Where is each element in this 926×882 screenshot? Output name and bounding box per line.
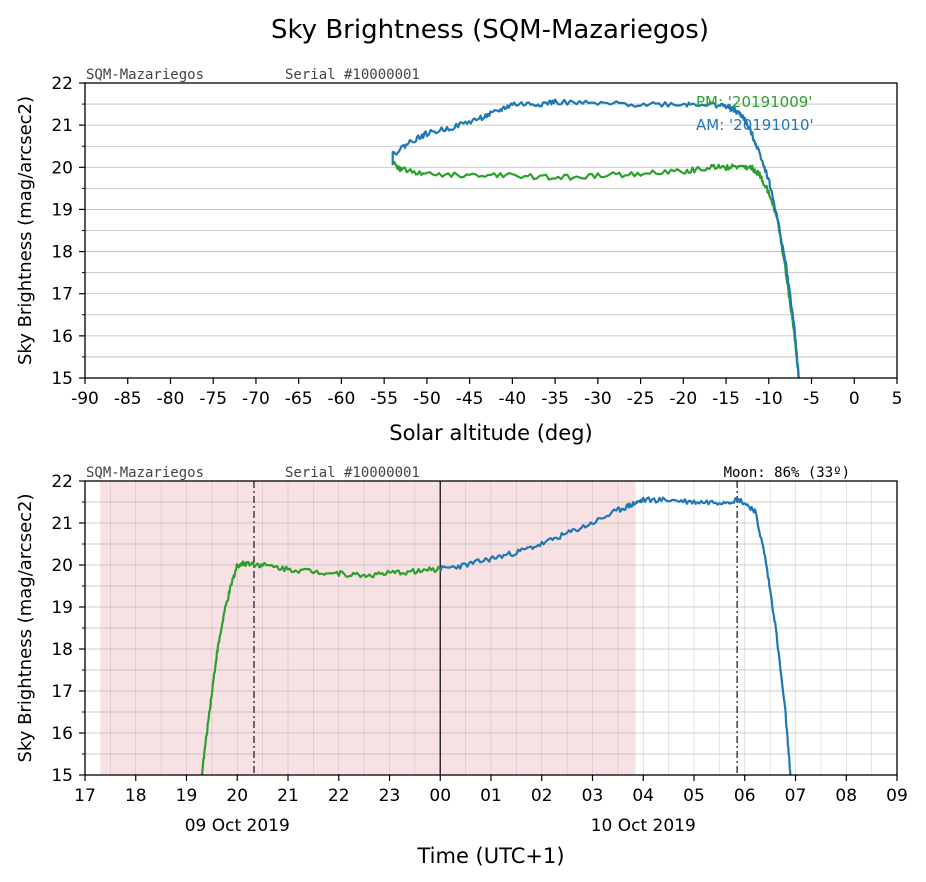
x-tick-label: -35 (541, 389, 569, 409)
legend-am: AM: '20191010' (696, 116, 814, 134)
y-tick-label: 18 (51, 640, 73, 660)
x-tick-label: -30 (584, 389, 612, 409)
x-tick-label: -40 (498, 389, 526, 409)
y-tick-label: 21 (51, 116, 73, 136)
station-label: SQM-Mazariegos (86, 67, 204, 83)
series-line-1 (439, 496, 792, 775)
x-tick-label: 03 (582, 786, 604, 806)
x-tick-label: 22 (328, 786, 350, 806)
x-tick-label: 06 (734, 786, 756, 806)
x-tick-label: 0 (849, 389, 860, 409)
legend-pm: PM: '20191009' (696, 93, 812, 111)
y-tick-label: 21 (51, 514, 73, 534)
y-tick-label: 17 (51, 285, 73, 305)
x-tick-label: 18 (125, 786, 147, 806)
x-tick-label: 07 (785, 786, 807, 806)
x-tick-label: 08 (835, 786, 857, 806)
y-axis-label: Sky Brightness (mag/arcsec2) (15, 493, 36, 762)
x-tick-label: -10 (755, 389, 783, 409)
moon-label: Moon: 86% (33º) (724, 465, 850, 481)
x-tick-label: -80 (157, 389, 185, 409)
x-tick-label: -45 (456, 389, 484, 409)
x-tick-label: 00 (429, 786, 451, 806)
y-tick-label: 17 (51, 682, 73, 702)
y-tick-label: 16 (51, 327, 73, 347)
y-tick-label: 15 (51, 766, 73, 786)
x-tick-label: 23 (379, 786, 401, 806)
y-tick-label: 16 (51, 724, 73, 744)
series-line-0 (200, 560, 442, 775)
station-label: SQM-Mazariegos (86, 465, 204, 481)
x-tick-label: -25 (627, 389, 655, 409)
x-tick-label: 04 (632, 786, 654, 806)
x-tick-label: 17 (74, 786, 96, 806)
y-tick-label: 20 (51, 556, 73, 576)
y-tick-label: 19 (51, 598, 73, 618)
x-tick-label: -20 (669, 389, 697, 409)
x-tick-label: 09 (886, 786, 908, 806)
x-tick-label: -60 (328, 389, 356, 409)
y-tick-label: 22 (51, 74, 73, 94)
x-tick-label: -65 (285, 389, 313, 409)
x-tick-label: -70 (242, 389, 270, 409)
x-tick-label: -85 (114, 389, 142, 409)
y-tick-label: 18 (51, 243, 73, 263)
y-tick-label: 19 (51, 200, 73, 220)
serial-label: Serial #10000001 (285, 465, 420, 481)
x-axis-label: Time (UTC+1) (416, 844, 564, 868)
date-label: 10 Oct 2019 (591, 816, 696, 836)
x-tick-label: -75 (199, 389, 227, 409)
series-line-1 (391, 98, 800, 378)
y-tick-label: 22 (51, 472, 73, 492)
x-tick-label: 5 (892, 389, 903, 409)
y-tick-label: 15 (51, 369, 73, 389)
x-tick-label: -90 (71, 389, 99, 409)
y-tick-label: 20 (51, 158, 73, 178)
serial-label: Serial #10000001 (285, 67, 420, 83)
x-tick-label: 21 (277, 786, 299, 806)
x-tick-label: -55 (370, 389, 398, 409)
x-axis-label: Solar altitude (deg) (389, 421, 592, 445)
figure-title: Sky Brightness (SQM-Mazariegos) (271, 15, 709, 45)
x-tick-label: 05 (683, 786, 705, 806)
x-tick-label: 20 (226, 786, 248, 806)
x-tick-label: -5 (803, 389, 820, 409)
x-tick-label: -50 (413, 389, 441, 409)
x-tick-label: 19 (176, 786, 198, 806)
x-tick-label: 02 (531, 786, 553, 806)
y-axis-label: Sky Brightness (mag/arcsec2) (15, 96, 36, 365)
date-label: 09 Oct 2019 (185, 816, 290, 836)
x-tick-label: 01 (480, 786, 502, 806)
time-plot: 15 16 17 18 19 20 21 22 17 18 19 20 21 22 23 00 01 02 03 04… (15, 465, 908, 868)
x-tick-label: -15 (712, 389, 740, 409)
